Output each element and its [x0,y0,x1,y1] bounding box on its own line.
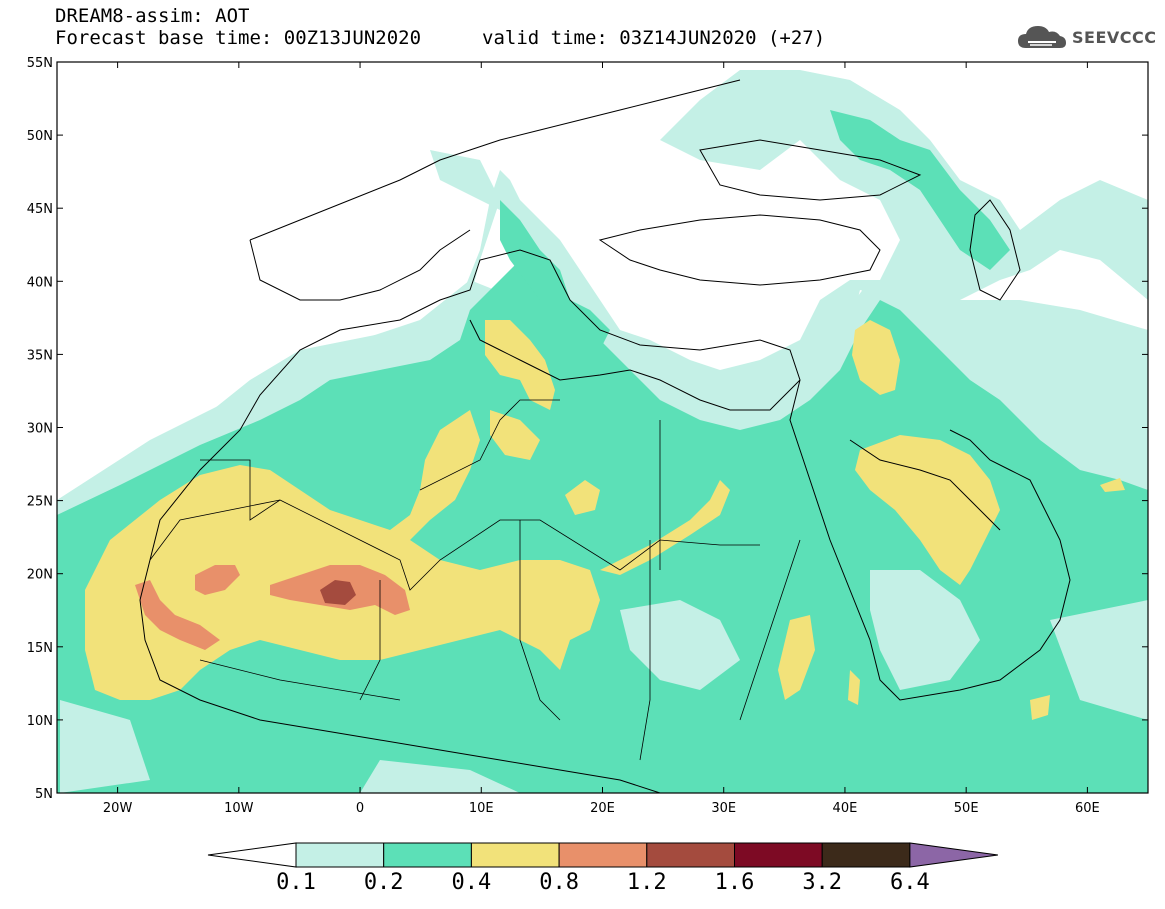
forecast-base-time: Forecast base time: 00Z13JUN2020 [55,27,422,49]
colorbar-label: 0.8 [539,870,579,895]
aot-level-0.1 [57,70,1148,510]
colorbar-segment [734,842,823,868]
aot-fields [57,70,1148,793]
aot-level-0.8-a [135,580,220,650]
chart-title: DREAM8-assim: AOT [55,5,250,27]
lat-label: 5N [35,787,53,802]
colorbar-label: 0.2 [364,870,404,895]
cloud-icon [1018,26,1066,48]
aot-level-0.4-west [85,410,600,700]
aot-hole-4 [1050,600,1148,720]
lon-label: 20E [590,801,615,816]
lat-label: 30N [27,422,53,437]
colorbar-label: 1.2 [627,870,667,895]
lon-label: 30E [711,801,736,816]
aot-level-0.4-ethiopia [778,615,815,700]
lon-label: 20W [103,801,133,816]
colorbar-segment [383,842,472,868]
lon-label: 10E [469,801,494,816]
lat-label: 55N [27,56,53,71]
aot-hole-1 [870,570,980,690]
colorbar-label: 0.1 [276,870,316,895]
aot-level-0.4-arabia [855,435,1000,585]
aot-hole-5 [360,760,520,793]
colorbar-segment [558,842,648,868]
aot-level-0.4-tunisia [485,320,555,410]
colorbar-over-triangle [909,842,998,868]
borders [149,399,801,761]
lat-label: 45N [27,202,53,217]
lat-label: 25N [27,495,53,510]
aot-level-0.4-libya [490,410,540,460]
aot-level-1.2 [320,580,356,605]
colorbar-label: 3.2 [802,870,842,895]
longitude-axis: 20W 10W 0 10E 20E 30E 40E 50E 60E [103,62,1100,816]
colorbar-segment [646,842,735,868]
logo-text: SEEVCCC [1072,27,1157,47]
lon-label: 0 [356,801,364,816]
aot-level-0.4-spot2 [848,670,860,705]
lat-label: 15N [27,641,53,656]
colorbar-label: 0.4 [452,870,492,895]
aot-level-0.4-spot4 [1100,478,1125,492]
lon-label: 60E [1075,801,1100,816]
aot-level-0.4-spot [565,480,600,515]
coastlines [139,79,1071,793]
seevccc-logo: SEEVCCC [1016,22,1157,52]
latitude-axis: 55N 50N 45N 40N 35N 30N 25N 20N 15N 10N 5N [27,56,1148,802]
lat-label: 50N [27,129,53,144]
aot-hole-3 [60,700,150,793]
lat-label: 35N [27,348,53,363]
lon-label: 10W [224,801,254,816]
valid-time: valid time: 03Z14JUN2020 (+27) [482,27,826,49]
aot-level-0.8-b [195,565,240,595]
colorbar-label: 6.4 [890,870,930,895]
lat-label: 20N [27,568,53,583]
aot-level-0.4-spot3 [1030,695,1050,720]
colorbar-under-triangle [207,842,297,868]
colorbar-label: 1.6 [715,870,755,895]
colorbar-segment [470,842,560,868]
colorbar-segment [295,842,385,868]
colorbar: 0.1 0.2 0.4 0.8 1.2 1.6 3.2 6.4 [207,842,998,895]
aot-level-0.4-iraq [852,320,900,395]
lon-label: 50E [954,801,979,816]
lat-label: 10N [27,714,53,729]
colorbar-segment [821,842,911,868]
aot-level-0.2-north [830,110,1010,270]
lon-label: 40E [833,801,858,816]
lat-label: 40N [27,275,53,290]
